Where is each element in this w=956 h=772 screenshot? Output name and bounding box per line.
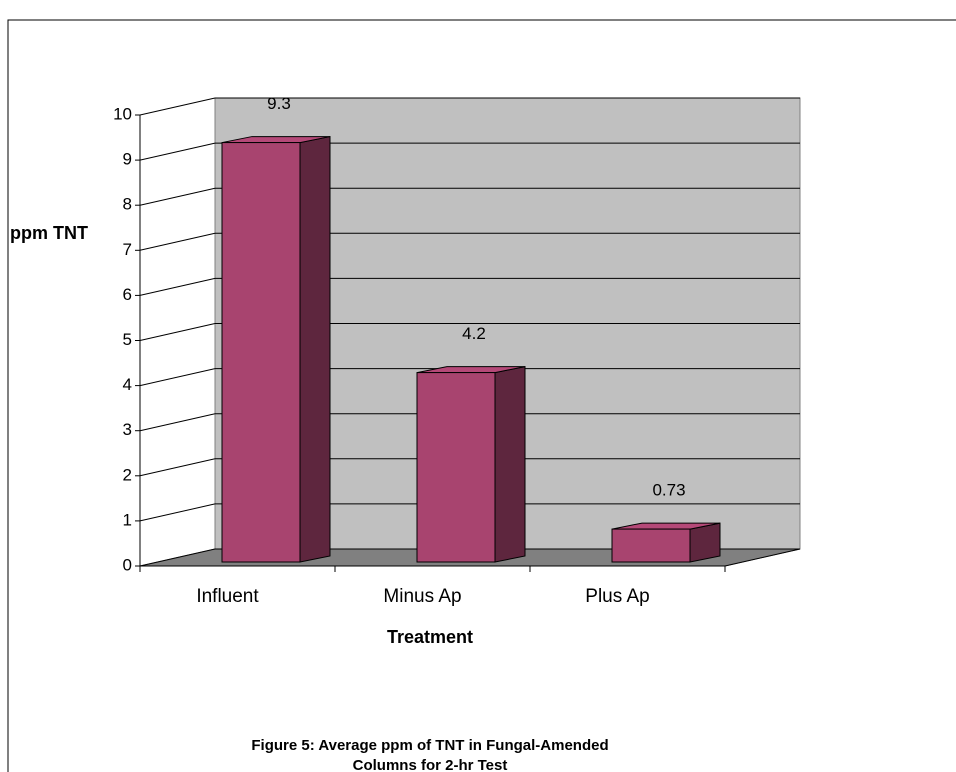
grid-line xyxy=(139,458,216,477)
grid-line xyxy=(139,413,216,432)
bar xyxy=(221,142,301,563)
x-tick-label: Influent xyxy=(196,586,259,607)
caption: Columns for 2-hr Test xyxy=(353,757,508,772)
y-tick-label: 3 xyxy=(123,420,132,439)
y-tick-label: 4 xyxy=(123,375,132,394)
y-tick-label: 6 xyxy=(123,285,132,304)
bar-side xyxy=(299,135,331,563)
bar xyxy=(416,372,496,563)
grid-line xyxy=(139,277,216,296)
grid-line xyxy=(139,368,216,387)
y-tick-label: 8 xyxy=(123,195,132,214)
grid-line xyxy=(139,548,216,567)
x-tick-label: Plus Ap xyxy=(585,586,649,607)
y-tick-label: 2 xyxy=(123,465,132,484)
y-tick-label: 7 xyxy=(123,240,132,259)
grid-line xyxy=(139,232,216,251)
y-tick-label: 9 xyxy=(123,150,132,169)
x-axis xyxy=(724,548,801,567)
bar xyxy=(611,528,691,563)
data-label: 9.3 xyxy=(267,94,291,113)
caption: Figure 5: Average ppm of TNT in Fungal-A… xyxy=(251,737,608,754)
y-tick-label: 5 xyxy=(123,330,132,349)
y-tick-label: 1 xyxy=(123,510,132,529)
y-tick-label: 10 xyxy=(113,104,132,123)
bar-side xyxy=(689,522,721,563)
grid-line xyxy=(139,142,216,161)
x-axis-label: Treatment xyxy=(387,627,473,647)
y-tick-label: 0 xyxy=(123,555,132,574)
grid-line xyxy=(139,323,216,341)
grid-line xyxy=(139,97,216,116)
y-axis-label: ppm TNT xyxy=(10,223,88,243)
data-label: 0.73 xyxy=(652,481,685,500)
grid-line xyxy=(139,503,216,522)
bar-side xyxy=(494,365,526,563)
grid-line xyxy=(139,187,216,206)
x-tick-label: Minus Ap xyxy=(383,586,461,607)
data-label: 4.2 xyxy=(462,324,486,343)
